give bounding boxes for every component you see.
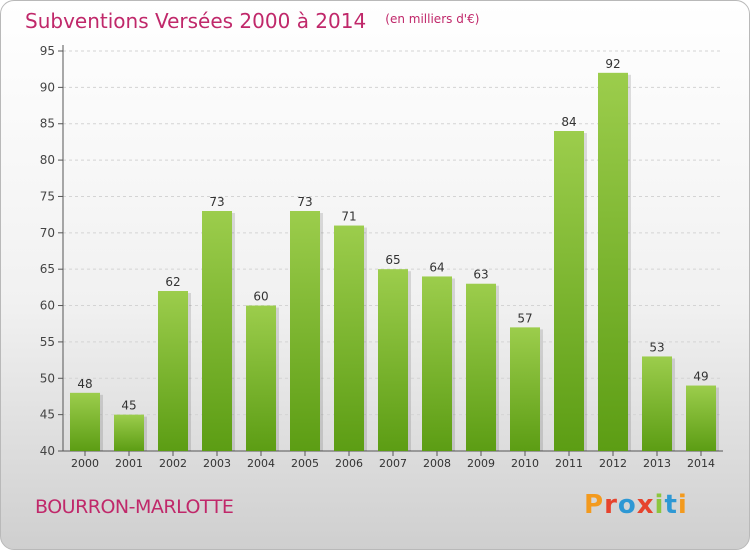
labels: 40 45 50 55 60 65 70 75 80 85 90 95 48 2000 45 2001 62 20… bbox=[40, 44, 715, 470]
data-label: 92 bbox=[605, 57, 620, 71]
y-tick-label: 65 bbox=[40, 262, 55, 276]
data-label: 71 bbox=[341, 210, 356, 224]
bar bbox=[422, 276, 452, 451]
bar bbox=[686, 385, 716, 451]
unit-label: (en milliers d'€) bbox=[385, 12, 480, 26]
x-tick-label: 2013 bbox=[643, 457, 671, 470]
data-label: 48 bbox=[77, 377, 92, 391]
bar bbox=[202, 211, 232, 451]
data-label: 62 bbox=[165, 275, 180, 289]
bar bbox=[466, 283, 496, 451]
y-tick-label: 45 bbox=[40, 408, 55, 422]
bar bbox=[290, 211, 320, 451]
data-label: 65 bbox=[385, 253, 400, 267]
bar bbox=[510, 327, 540, 451]
x-tick-label: 2004 bbox=[247, 457, 275, 470]
x-tick-label: 2002 bbox=[159, 457, 187, 470]
bars bbox=[70, 72, 719, 452]
data-label: 53 bbox=[649, 340, 664, 354]
y-tick-label: 70 bbox=[40, 226, 55, 240]
data-label: 64 bbox=[429, 260, 444, 274]
bar bbox=[334, 225, 364, 451]
data-label: 60 bbox=[253, 290, 268, 304]
bar bbox=[158, 291, 188, 451]
x-tick-label: 2010 bbox=[511, 457, 539, 470]
data-label: 45 bbox=[121, 399, 136, 413]
x-tick-label: 2011 bbox=[555, 457, 583, 470]
data-label: 63 bbox=[473, 268, 488, 282]
bar bbox=[642, 356, 672, 451]
chart-title: Subventions Versées 2000 à 2014 bbox=[25, 9, 367, 33]
x-tick-label: 2005 bbox=[291, 457, 319, 470]
proxiti-logo[interactable]: Proxiti bbox=[584, 490, 688, 520]
x-tick-label: 2006 bbox=[335, 457, 363, 470]
y-tick-label: 60 bbox=[40, 299, 55, 313]
x-tick-label: 2012 bbox=[599, 457, 627, 470]
bar bbox=[554, 131, 584, 451]
y-tick-label: 95 bbox=[40, 44, 55, 58]
y-tick-label: 40 bbox=[40, 444, 55, 458]
x-tick-label: 2007 bbox=[379, 457, 407, 470]
y-tick-label: 90 bbox=[40, 80, 55, 94]
data-label: 49 bbox=[693, 370, 708, 384]
bar bbox=[70, 392, 100, 451]
y-tick-label: 75 bbox=[40, 189, 55, 203]
bar bbox=[114, 414, 144, 451]
bar bbox=[598, 72, 628, 452]
y-tick-label: 80 bbox=[40, 153, 55, 167]
x-tick-label: 2003 bbox=[203, 457, 231, 470]
x-tick-label: 2014 bbox=[687, 457, 715, 470]
commune-name: BOURRON-MARLOTTE bbox=[35, 496, 234, 518]
y-tick-label: 85 bbox=[40, 117, 55, 131]
data-label: 84 bbox=[561, 115, 576, 129]
bar bbox=[378, 269, 408, 451]
x-tick-label: 2009 bbox=[467, 457, 495, 470]
title-row: Subventions Versées 2000 à 2014 (en mill… bbox=[25, 9, 479, 33]
x-tick-label: 2001 bbox=[115, 457, 143, 470]
bar bbox=[246, 305, 276, 451]
data-label: 73 bbox=[297, 195, 312, 209]
data-label: 57 bbox=[517, 311, 532, 325]
x-tick-label: 2000 bbox=[71, 457, 99, 470]
x-tick-label: 2008 bbox=[423, 457, 451, 470]
y-tick-label: 50 bbox=[40, 371, 55, 385]
y-tick-label: 55 bbox=[40, 335, 55, 349]
data-label: 73 bbox=[209, 195, 224, 209]
